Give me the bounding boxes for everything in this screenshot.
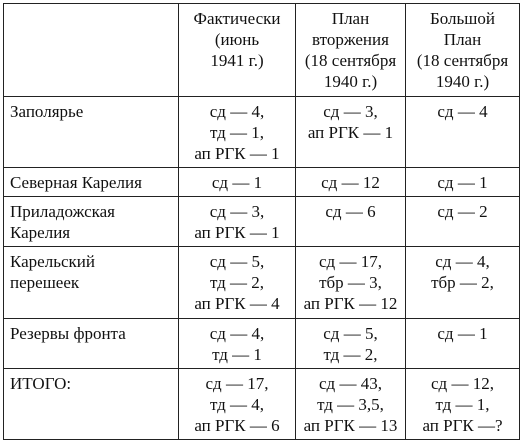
table-row: Карельский перешеек сд — 5, тд — 2, ап Р… <box>3 246 520 319</box>
cell-invasion-plan: сд — 3, ап РГК — 1 <box>295 96 406 168</box>
header-empty-cell <box>3 3 179 97</box>
cell-line: сд — 43, <box>319 374 382 393</box>
header-row: Фактически (июнь 1941 г.) План вторжения… <box>3 3 520 97</box>
header-actual: Фактически (июнь 1941 г.) <box>178 3 296 97</box>
cell-line: сд — 17, <box>205 374 269 393</box>
cell-line: ап РГК — 1 <box>194 223 280 242</box>
table-row-total: ИТОГО: сд — 17, тд — 4, ап РГК — 6 сд — … <box>3 368 520 440</box>
cell-actual: сд — 5, тд — 2, ап РГК — 4 <box>178 246 296 319</box>
row-label-line: Приладожская <box>10 202 115 221</box>
cell-line: тбр — 3, <box>319 273 382 292</box>
row-label: Приладожская Карелия <box>3 196 179 247</box>
header-big-plan-line: Большой <box>430 9 495 28</box>
cell-line: сд — 12 <box>321 173 380 192</box>
cell-line: сд — 3, <box>209 202 265 221</box>
cell-line: сд — 1 <box>437 324 488 343</box>
row-label: Заполярье <box>3 96 179 168</box>
cell-big-plan: сд — 1 <box>405 318 520 369</box>
cell-actual: сд — 1 <box>178 167 296 197</box>
cell-line: сд — 4, <box>435 252 490 271</box>
header-actual-line: (июнь <box>214 30 260 49</box>
row-label: ИТОГО: <box>3 368 179 440</box>
cell-invasion-plan: сд — 5, тд — 2, <box>295 318 406 369</box>
cell-big-plan: сд — 4, тбр — 2, <box>405 246 520 319</box>
cell-line: тд — 2, <box>209 273 265 292</box>
row-label-line: Карелия <box>10 223 71 242</box>
row-label-line: Заполярье <box>10 102 84 121</box>
cell-line: сд — 6 <box>325 202 376 221</box>
header-actual-line: Фактически <box>193 9 281 28</box>
row-label: Карельский перешеек <box>3 246 179 319</box>
cell-line: тбр — 2, <box>431 273 494 292</box>
cell-line: ап РГК — 1 <box>307 123 394 142</box>
cell-line: сд — 12, <box>431 374 494 393</box>
cell-line: тд — 1 <box>212 345 262 364</box>
cell-line: ап РГК — 1 <box>194 144 280 163</box>
cell-line: сд — 4, <box>209 324 265 343</box>
header-big-plan-line: План <box>443 30 482 49</box>
cell-line: ап РГК — 6 <box>194 416 280 435</box>
cell-actual: сд — 17, тд — 4, ап РГК — 6 <box>178 368 296 440</box>
cell-invasion-plan: сд — 43, тд — 3,5, ап РГК — 13 <box>295 368 406 440</box>
cell-line: сд — 4 <box>437 102 488 121</box>
header-invasion-plan-line: План <box>331 9 370 28</box>
cell-line: сд — 1 <box>211 173 263 192</box>
cell-line: тд — 4, <box>209 395 265 414</box>
cell-actual: сд — 4, тд — 1 <box>178 318 296 369</box>
cell-line: тд — 1, <box>435 395 490 414</box>
cell-line: тд — 1, <box>209 123 265 142</box>
table-row: Приладожская Карелия сд — 3, ап РГК — 1 … <box>3 196 520 247</box>
cell-line: сд — 1 <box>437 173 488 192</box>
row-label-line: Карельский <box>10 252 95 271</box>
cell-invasion-plan: сд — 17, тбр — 3, ап РГК — 12 <box>295 246 406 319</box>
row-label-line: Резервы фронта <box>10 324 126 343</box>
header-invasion-plan-line: (18 сентября <box>304 51 397 70</box>
cell-actual: сд — 4, тд — 1, ап РГК — 1 <box>178 96 296 168</box>
cell-line: сд — 5, <box>323 324 378 343</box>
cell-big-plan: сд — 2 <box>405 196 520 247</box>
row-label: Резервы фронта <box>3 318 179 369</box>
header-big-plan-line: 1940 г.) <box>435 72 490 91</box>
row-label-line: перешеек <box>10 273 80 292</box>
cell-big-plan: сд — 1 <box>405 167 520 197</box>
forces-comparison-table: Фактически (июнь 1941 г.) План вторжения… <box>3 3 520 440</box>
header-actual-line: 1941 г.) <box>210 51 264 70</box>
cell-line: ап РГК — 13 <box>303 416 398 435</box>
cell-line: тд — 2, <box>323 345 378 364</box>
header-invasion-plan-line: вторжения <box>312 30 389 49</box>
header-invasion-plan: План вторжения (18 сентября 1940 г.) <box>295 3 406 97</box>
cell-line: ап РГК — 12 <box>303 294 398 313</box>
cell-big-plan: сд — 4 <box>405 96 520 168</box>
cell-invasion-plan: сд — 12 <box>295 167 406 197</box>
row-label-line: Северная Карелия <box>10 173 142 192</box>
cell-line: сд — 4, <box>209 102 265 121</box>
cell-actual: сд — 3, ап РГК — 1 <box>178 196 296 247</box>
cell-line: тд — 3,5, <box>317 395 384 414</box>
header-big-plan: Большой План (18 сентября 1940 г.) <box>405 3 520 97</box>
header-invasion-plan-line: 1940 г.) <box>323 72 378 91</box>
cell-line: ап РГК —? <box>422 416 503 435</box>
table-row: Заполярье сд — 4, тд — 1, ап РГК — 1 сд … <box>3 96 520 168</box>
row-label-line: ИТОГО: <box>10 374 72 393</box>
header-big-plan-line: (18 сентября <box>416 51 509 70</box>
cell-invasion-plan: сд — 6 <box>295 196 406 247</box>
table-row: Резервы фронта сд — 4, тд — 1 сд — 5, тд… <box>3 318 520 369</box>
cell-line: ап РГК — 4 <box>194 294 280 313</box>
cell-big-plan: сд — 12, тд — 1, ап РГК —? <box>405 368 520 440</box>
row-label: Северная Карелия <box>3 167 179 197</box>
cell-line: сд — 5, <box>209 252 265 271</box>
cell-line: сд — 17, <box>319 252 382 271</box>
cell-line: сд — 2 <box>437 202 488 221</box>
cell-line: сд — 3, <box>323 102 378 121</box>
table-row: Северная Карелия сд — 1 сд — 12 сд — 1 <box>3 167 520 197</box>
